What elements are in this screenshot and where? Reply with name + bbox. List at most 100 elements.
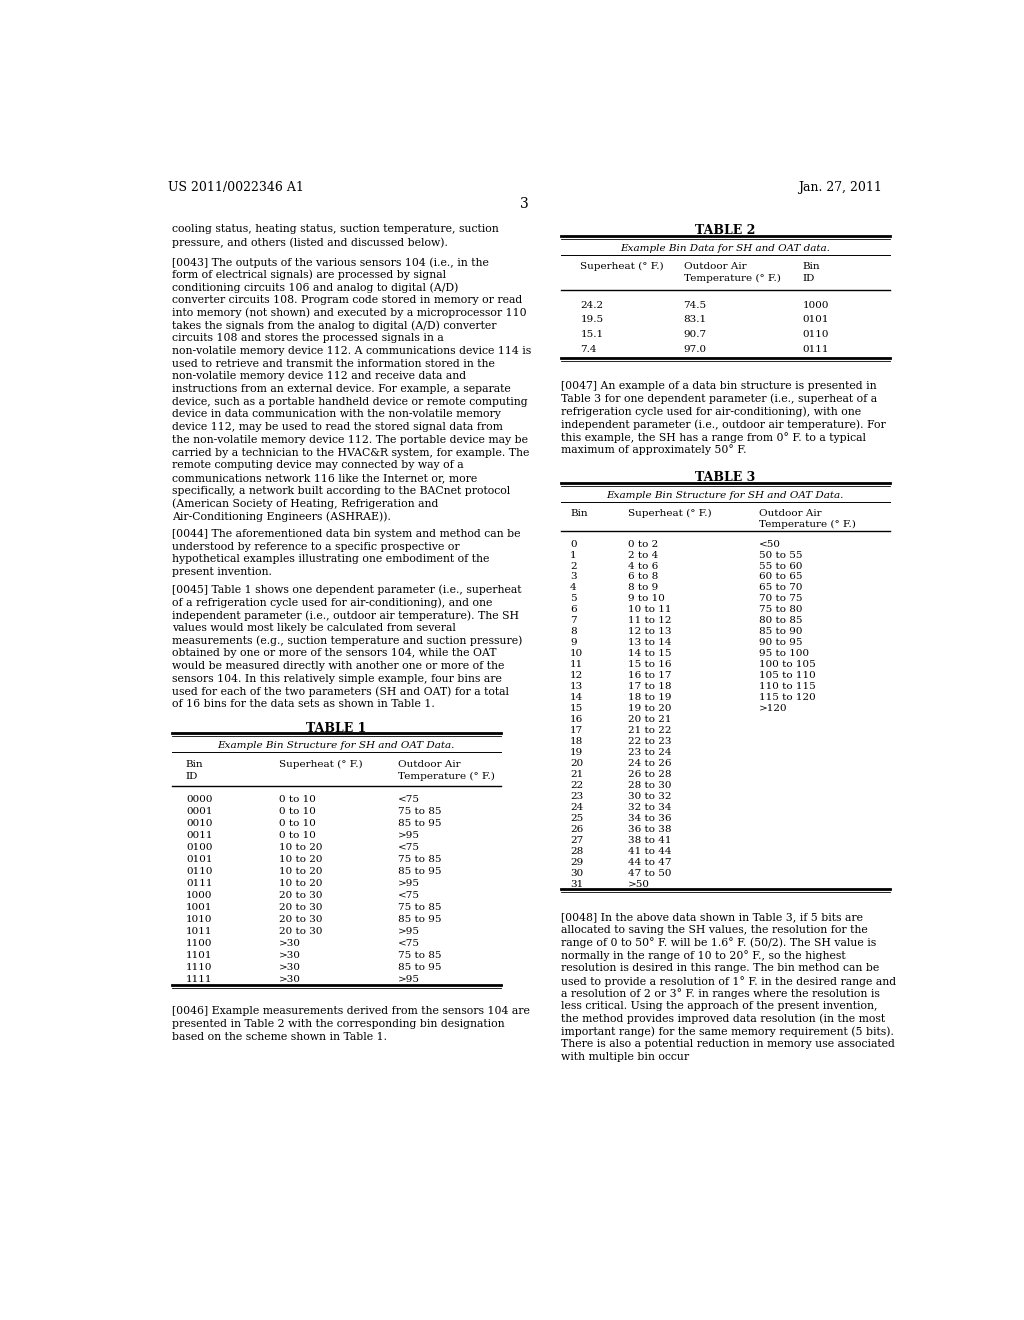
Text: 24.2: 24.2 bbox=[581, 301, 603, 310]
Text: hypothetical examples illustrating one embodiment of the: hypothetical examples illustrating one e… bbox=[172, 554, 489, 564]
Text: 95 to 100: 95 to 100 bbox=[759, 649, 809, 659]
Text: 0 to 10: 0 to 10 bbox=[279, 795, 315, 804]
Text: [0047] An example of a data bin structure is presented in: [0047] An example of a data bin structur… bbox=[560, 381, 877, 391]
Text: independent parameter (i.e., outdoor air temperature). The SH: independent parameter (i.e., outdoor air… bbox=[172, 610, 518, 620]
Text: non-volatile memory device 112. A communications device 114 is: non-volatile memory device 112. A commun… bbox=[172, 346, 530, 356]
Text: 28: 28 bbox=[570, 847, 584, 855]
Text: 24 to 26: 24 to 26 bbox=[628, 759, 672, 768]
Text: 30: 30 bbox=[570, 869, 584, 878]
Text: 19: 19 bbox=[570, 748, 584, 758]
Text: carried by a technician to the HVAC&R system, for example. The: carried by a technician to the HVAC&R sy… bbox=[172, 447, 529, 458]
Text: less critical. Using the approach of the present invention,: less critical. Using the approach of the… bbox=[560, 1001, 877, 1011]
Text: used to provide a resolution of 1° F. in the desired range and: used to provide a resolution of 1° F. in… bbox=[560, 975, 896, 986]
Text: 97.0: 97.0 bbox=[684, 345, 707, 354]
Text: 17 to 18: 17 to 18 bbox=[628, 682, 672, 692]
Text: Example Bin Data for SH and OAT data.: Example Bin Data for SH and OAT data. bbox=[621, 244, 830, 252]
Text: 12: 12 bbox=[570, 672, 584, 680]
Text: takes the signals from the analog to digital (A/D) converter: takes the signals from the analog to dig… bbox=[172, 321, 497, 331]
Text: 28 to 30: 28 to 30 bbox=[628, 781, 672, 791]
Text: 21: 21 bbox=[570, 770, 584, 779]
Text: with multiple bin occur: with multiple bin occur bbox=[560, 1052, 688, 1061]
Text: 0111: 0111 bbox=[803, 345, 829, 354]
Text: 2 to 4: 2 to 4 bbox=[628, 550, 658, 560]
Text: 0010: 0010 bbox=[186, 820, 212, 828]
Text: sensors 104. In this relatively simple example, four bins are: sensors 104. In this relatively simple e… bbox=[172, 673, 502, 684]
Text: 0 to 2: 0 to 2 bbox=[628, 540, 658, 549]
Text: 36 to 38: 36 to 38 bbox=[628, 825, 672, 834]
Text: 83.1: 83.1 bbox=[684, 315, 707, 325]
Text: obtained by one or more of the sensors 104, while the OAT: obtained by one or more of the sensors 1… bbox=[172, 648, 497, 659]
Text: 18 to 19: 18 to 19 bbox=[628, 693, 672, 702]
Text: 1100: 1100 bbox=[186, 939, 212, 948]
Text: 90.7: 90.7 bbox=[684, 330, 707, 339]
Text: 20 to 30: 20 to 30 bbox=[279, 891, 323, 900]
Text: >120: >120 bbox=[759, 704, 787, 713]
Text: form of electrical signals) are processed by signal: form of electrical signals) are processe… bbox=[172, 269, 445, 280]
Text: specifically, a network built according to the BACnet protocol: specifically, a network built according … bbox=[172, 486, 510, 496]
Text: 0100: 0100 bbox=[186, 843, 212, 853]
Text: Air-Conditioning Engineers (ASHRAE)).: Air-Conditioning Engineers (ASHRAE)). bbox=[172, 511, 390, 521]
Text: used to retrieve and transmit the information stored in the: used to retrieve and transmit the inform… bbox=[172, 359, 495, 368]
Text: 1: 1 bbox=[570, 550, 577, 560]
Text: <75: <75 bbox=[397, 795, 420, 804]
Text: 6 to 8: 6 to 8 bbox=[628, 573, 658, 582]
Text: allocated to saving the SH values, the resolution for the: allocated to saving the SH values, the r… bbox=[560, 925, 867, 935]
Text: 90 to 95: 90 to 95 bbox=[759, 639, 803, 647]
Text: device 112, may be used to read the stored signal data from: device 112, may be used to read the stor… bbox=[172, 422, 503, 432]
Text: 9: 9 bbox=[570, 639, 577, 647]
Text: 20 to 30: 20 to 30 bbox=[279, 927, 323, 936]
Text: 3: 3 bbox=[570, 573, 577, 582]
Text: ID: ID bbox=[803, 275, 815, 284]
Text: 1000: 1000 bbox=[803, 301, 829, 310]
Text: 21 to 22: 21 to 22 bbox=[628, 726, 672, 735]
Text: independent parameter (i.e., outdoor air temperature). For: independent parameter (i.e., outdoor air… bbox=[560, 420, 886, 430]
Text: circuits 108 and stores the processed signals in a: circuits 108 and stores the processed si… bbox=[172, 333, 443, 343]
Text: 55 to 60: 55 to 60 bbox=[759, 561, 803, 570]
Text: 10 to 20: 10 to 20 bbox=[279, 879, 323, 888]
Text: Temperature (° F.): Temperature (° F.) bbox=[397, 772, 495, 781]
Text: 80 to 85: 80 to 85 bbox=[759, 616, 803, 626]
Text: TABLE 3: TABLE 3 bbox=[695, 471, 756, 484]
Text: 10: 10 bbox=[570, 649, 584, 659]
Text: a resolution of 2 or 3° F. in ranges where the resolution is: a resolution of 2 or 3° F. in ranges whe… bbox=[560, 989, 880, 999]
Text: pressure, and others (listed and discussed below).: pressure, and others (listed and discuss… bbox=[172, 238, 447, 248]
Text: 20: 20 bbox=[570, 759, 584, 768]
Text: Bin: Bin bbox=[570, 510, 588, 517]
Text: 31: 31 bbox=[570, 880, 584, 888]
Text: 18: 18 bbox=[570, 737, 584, 746]
Text: non-volatile memory device 112 and receive data and: non-volatile memory device 112 and recei… bbox=[172, 371, 466, 381]
Text: 20 to 30: 20 to 30 bbox=[279, 915, 323, 924]
Text: understood by reference to a specific prospective or: understood by reference to a specific pr… bbox=[172, 541, 460, 552]
Text: <50: <50 bbox=[759, 540, 781, 549]
Text: <75: <75 bbox=[397, 939, 420, 948]
Text: 1101: 1101 bbox=[186, 952, 212, 960]
Text: 8 to 9: 8 to 9 bbox=[628, 583, 658, 593]
Text: 41 to 44: 41 to 44 bbox=[628, 847, 672, 855]
Text: 2: 2 bbox=[570, 561, 577, 570]
Text: Outdoor Air: Outdoor Air bbox=[759, 510, 821, 517]
Text: Table 3 for one dependent parameter (i.e., superheat of a: Table 3 for one dependent parameter (i.e… bbox=[560, 393, 877, 404]
Text: [0046] Example measurements derived from the sensors 104 are: [0046] Example measurements derived from… bbox=[172, 1006, 529, 1016]
Text: 110 to 115: 110 to 115 bbox=[759, 682, 816, 692]
Text: 30 to 32: 30 to 32 bbox=[628, 792, 672, 801]
Text: 10 to 20: 10 to 20 bbox=[279, 843, 323, 853]
Text: >95: >95 bbox=[397, 832, 420, 840]
Text: 15 to 16: 15 to 16 bbox=[628, 660, 672, 669]
Text: Jan. 27, 2011: Jan. 27, 2011 bbox=[798, 181, 882, 194]
Text: Temperature (° F.): Temperature (° F.) bbox=[759, 520, 856, 529]
Text: 75 to 85: 75 to 85 bbox=[397, 903, 441, 912]
Text: 8: 8 bbox=[570, 627, 577, 636]
Text: 24: 24 bbox=[570, 803, 584, 812]
Text: 4: 4 bbox=[570, 583, 577, 593]
Text: device, such as a portable handheld device or remote computing: device, such as a portable handheld devi… bbox=[172, 397, 527, 407]
Text: instructions from an external device. For example, a separate: instructions from an external device. Fo… bbox=[172, 384, 510, 395]
Text: important range) for the same memory requirement (5 bits).: important range) for the same memory req… bbox=[560, 1027, 893, 1038]
Text: 85 to 90: 85 to 90 bbox=[759, 627, 803, 636]
Text: 85 to 95: 85 to 95 bbox=[397, 820, 441, 828]
Text: 1111: 1111 bbox=[186, 975, 212, 985]
Text: 11: 11 bbox=[570, 660, 584, 669]
Text: 0 to 10: 0 to 10 bbox=[279, 807, 315, 816]
Text: the non-volatile memory device 112. The portable device may be: the non-volatile memory device 112. The … bbox=[172, 434, 527, 445]
Text: 23: 23 bbox=[570, 792, 584, 801]
Text: 22 to 23: 22 to 23 bbox=[628, 737, 672, 746]
